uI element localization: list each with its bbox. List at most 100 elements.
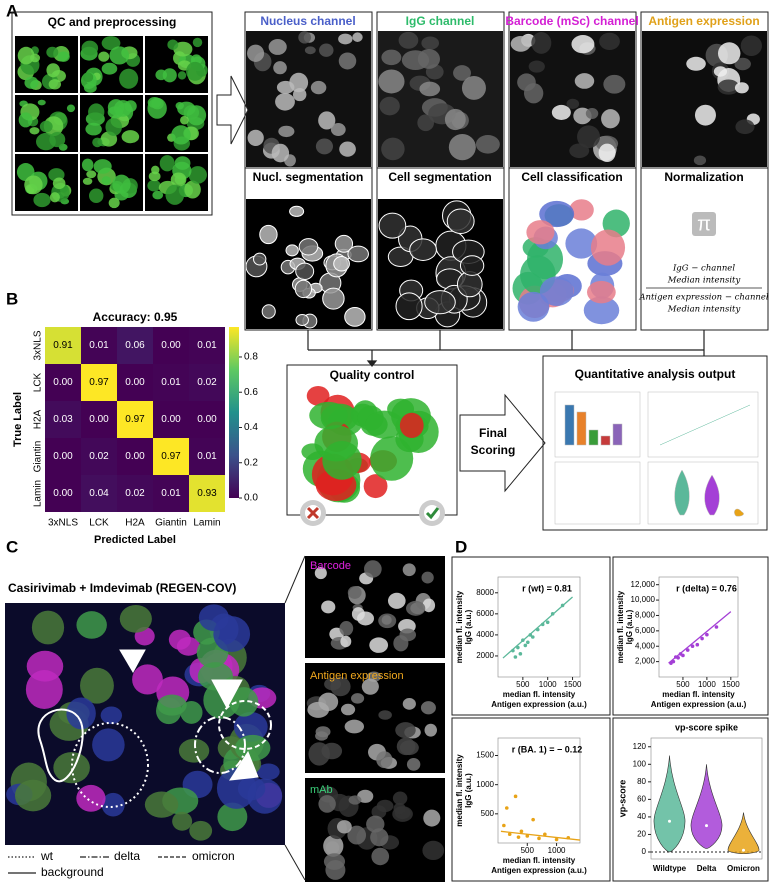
- cell: [422, 598, 436, 613]
- cell: [186, 61, 204, 81]
- pi-symbol: π: [697, 213, 711, 235]
- cell: [144, 791, 179, 818]
- thumbnails: [554, 391, 759, 525]
- cell: [717, 42, 741, 65]
- cell: [85, 122, 102, 136]
- point: [516, 645, 520, 650]
- fit-line: [500, 830, 581, 841]
- cell: [234, 734, 271, 762]
- outline: [218, 700, 272, 750]
- cell: [39, 120, 53, 133]
- cell: [147, 179, 161, 192]
- x-tick-label: Lamin: [193, 518, 220, 529]
- point: [525, 834, 530, 838]
- cell: [590, 229, 626, 266]
- point: [554, 837, 559, 842]
- cell: [25, 669, 63, 710]
- y-tick-label: 40: [637, 812, 646, 821]
- cell: [285, 244, 299, 257]
- violin: [653, 755, 686, 853]
- cell: [378, 212, 407, 239]
- cell: [247, 778, 283, 814]
- cell: [217, 802, 248, 832]
- y-tick-label: Lamin: [33, 480, 44, 507]
- cell: [151, 165, 160, 175]
- point: [543, 832, 547, 837]
- violin: [727, 812, 760, 855]
- cell: [76, 611, 107, 639]
- cell: [162, 68, 177, 83]
- cell: [347, 586, 362, 599]
- cell: [694, 104, 716, 126]
- cell: [366, 815, 385, 833]
- qc-icons: [300, 500, 445, 526]
- cell: [734, 82, 749, 94]
- cell: [24, 76, 39, 89]
- panel-label: D: [455, 537, 467, 556]
- cell: [177, 71, 187, 80]
- heat-cell: [153, 327, 189, 364]
- cell: [510, 35, 531, 52]
- cell-label: 0.03: [53, 414, 73, 425]
- connectors: [307, 330, 705, 367]
- scoring-label: Final: [479, 426, 507, 440]
- cell: [364, 560, 382, 578]
- cell: [89, 188, 104, 204]
- y-axis-title: IgG (a.u.): [464, 609, 473, 644]
- cell: [298, 31, 312, 44]
- point: [516, 835, 521, 839]
- point: [530, 635, 535, 639]
- qc-box: [286, 364, 458, 516]
- cell: [57, 51, 70, 62]
- y-tick-label: 6000: [476, 609, 494, 618]
- cell: [18, 112, 33, 128]
- cell: [148, 171, 161, 182]
- cell: [325, 860, 346, 880]
- cell-label: 0.93: [197, 488, 217, 499]
- cell-label: 0.97: [89, 377, 109, 388]
- legend-label: background: [41, 865, 104, 879]
- fit-line: [668, 611, 732, 664]
- cell: [339, 621, 354, 636]
- x-tick-label: 500: [516, 680, 530, 689]
- legend-label: delta: [114, 849, 140, 863]
- charts: Accuracy: 0.950.91 0.01 0.06 0.00 0.010.00 0.…: [12, 310, 769, 882]
- fit-line: [502, 596, 573, 659]
- cell: [565, 228, 598, 259]
- cell: [174, 156, 191, 170]
- cell-label: 0.01: [89, 340, 109, 351]
- point: [700, 636, 704, 641]
- cell: [152, 190, 164, 200]
- cell: [399, 412, 424, 438]
- point: [507, 832, 512, 837]
- cell: [583, 296, 620, 325]
- cell: [66, 104, 76, 113]
- cell: [379, 96, 400, 116]
- legend-label: omicron: [192, 849, 235, 863]
- violin: [690, 764, 723, 849]
- chart-title: r (BA. 1) = − 0.12: [512, 744, 583, 754]
- cell: [98, 51, 110, 62]
- cell-label: 0.06: [125, 340, 145, 351]
- step-title: Normalization: [664, 170, 743, 184]
- cell: [289, 72, 309, 93]
- colorbar-label: 0.4: [244, 422, 258, 433]
- cell-label: 0.01: [197, 451, 217, 462]
- cell: [289, 205, 305, 217]
- cell: [101, 36, 121, 51]
- cell: [49, 192, 60, 203]
- heat-cell: [81, 327, 117, 364]
- cell: [155, 69, 168, 81]
- cell: [475, 135, 500, 154]
- cell: [165, 184, 185, 205]
- images: [5, 31, 767, 882]
- point: [518, 652, 523, 656]
- cell: [352, 32, 363, 42]
- cell: [378, 710, 392, 720]
- cell: [585, 107, 599, 119]
- heat-cell: [45, 327, 81, 364]
- cell-label: 0.00: [53, 377, 73, 388]
- heat-cell: [117, 364, 153, 401]
- heat-cell: [189, 364, 225, 401]
